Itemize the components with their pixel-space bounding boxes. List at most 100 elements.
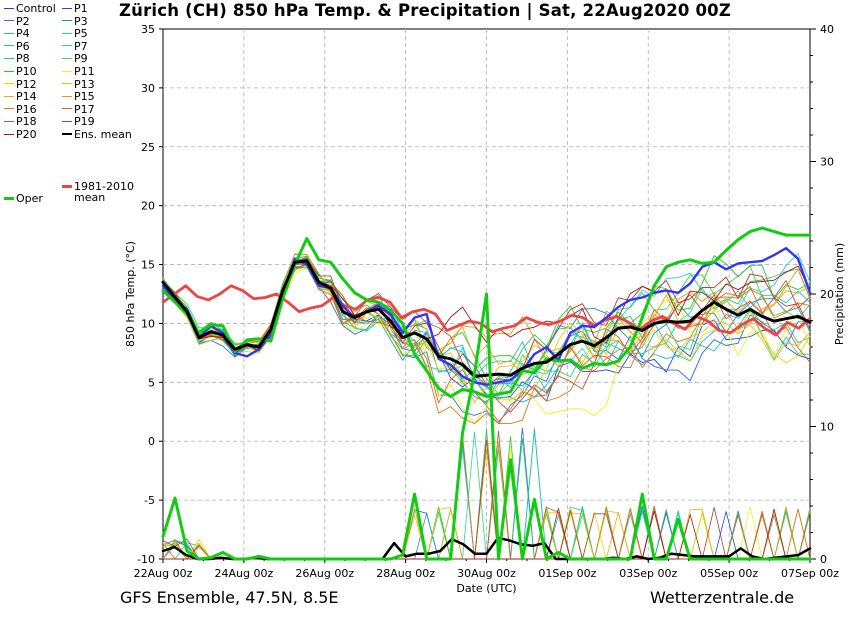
legend-label: P5 (74, 27, 88, 41)
y-right-axis-label: Precipitation (mm) (833, 243, 846, 345)
legend-swatch (4, 120, 14, 122)
legend-swatch (62, 57, 72, 59)
legend-swatch (4, 20, 14, 22)
oper-temp-line (161, 226, 812, 398)
legend-swatch (62, 7, 72, 9)
legend-swatch (4, 32, 14, 34)
x-tick-label: 30Aug 00z (457, 567, 516, 580)
y-tick-label: 10 (141, 317, 155, 330)
legend-item-p15: P15 (62, 91, 95, 103)
legend-swatch (62, 95, 72, 97)
legend-label: P9 (74, 52, 88, 66)
y-tick-label: 15 (141, 259, 155, 272)
legend-swatch (4, 45, 14, 47)
y-tick-label: -5 (144, 494, 155, 507)
legend-swatch (4, 196, 14, 200)
legend-swatch (4, 95, 14, 97)
legend-swatch (62, 45, 72, 47)
ens-mean-temp-line (161, 259, 812, 378)
x-tick-label: 01Sep 00z (538, 567, 596, 580)
legend-swatch (62, 108, 72, 110)
legend-swatch (4, 133, 14, 135)
x-tick-label: 24Aug 00z (215, 567, 274, 580)
legend-item-p16: P16 (4, 102, 37, 116)
legend-item-p3: P3 (62, 14, 88, 28)
y-tick-label: 30 (141, 82, 155, 95)
legend-swatch (4, 57, 14, 59)
legend-label: P11 (74, 65, 95, 78)
y-tick-label: 35 (141, 23, 155, 36)
x-tick-label: 26Aug 00z (295, 567, 354, 580)
chart-title: Zürich (CH) 850 hPa Temp. & Precipitatio… (118, 1, 732, 20)
x-tick-label: 03Sep 00z (619, 567, 677, 580)
legend-item-p5: P5 (62, 28, 88, 40)
legend-item-p20: P20 (4, 129, 37, 141)
legend-swatch (62, 120, 72, 122)
legend-label: P1 (74, 2, 88, 15)
legend-swatch (62, 184, 72, 188)
legend-swatch (4, 70, 14, 72)
legend-swatch (4, 108, 14, 110)
x-axis-label: Date (UTC) (456, 582, 516, 595)
legend-label: P2 (16, 14, 30, 28)
legend-swatch (62, 20, 72, 22)
legend-swatch (62, 32, 72, 34)
legend-label: P3 (74, 14, 88, 28)
y-tick-label: 5 (148, 376, 155, 389)
legend-swatch (62, 83, 72, 85)
legend-item-1981-2010: 1981-2010 mean (62, 181, 134, 203)
oper-precip-line (161, 292, 812, 561)
legend-item-ens-mean: Ens. mean (62, 129, 132, 141)
legend-label: P16 (16, 102, 37, 116)
legend-swatch (62, 133, 72, 135)
legend-item-p7: P7 (62, 39, 88, 53)
legend-item-p2: P2 (4, 14, 30, 28)
legend-item-p12: P12 (4, 77, 37, 91)
y-right-tick-label: 20 (820, 288, 834, 301)
legend-item-p19: P19 (62, 116, 95, 128)
legend-item-p4: P4 (4, 28, 30, 40)
legend-item-p8: P8 (4, 53, 30, 65)
legend-label: P4 (16, 27, 30, 41)
member-temp-line-p17 (162, 263, 811, 423)
legend-item-p6: P6 (4, 39, 30, 53)
legend-item-p11: P11 (62, 66, 95, 78)
x-tick-label: 28Aug 00z (376, 567, 435, 580)
legend-label: P19 (74, 115, 95, 129)
legend-item-p10: P10 (4, 66, 37, 78)
legend-item-p14: P14 (4, 91, 37, 103)
legend-label: P10 (16, 65, 37, 78)
legend-item-p18: P18 (4, 116, 37, 128)
legend-label: P15 (74, 90, 95, 104)
legend-label: 1981-2010 (74, 180, 134, 193)
legend-label: Ens. mean (74, 128, 132, 141)
legend-label: P8 (16, 52, 30, 66)
legend-label: P18 (16, 115, 37, 129)
legend-label: P17 (74, 102, 95, 116)
legend-label: P14 (16, 90, 37, 104)
legend-label: P12 (16, 77, 37, 91)
legend-label: Control (16, 2, 56, 15)
y-tick-label: -10 (137, 553, 155, 566)
source-caption: Wetterzentrale.de (650, 588, 795, 607)
legend-item-p13: P13 (62, 78, 95, 91)
legend-item-p1: P1 (62, 3, 88, 15)
legend-label: Oper (16, 192, 43, 205)
legend-label: P6 (16, 39, 30, 53)
control-temp-line (161, 246, 812, 386)
legend-item-p9: P9 (62, 53, 88, 65)
legend-label-second-line: mean (74, 191, 106, 204)
legend-swatch (4, 83, 14, 85)
legend-label: P7 (74, 39, 88, 53)
model-location-caption: GFS Ensemble, 47.5N, 8.5E (120, 588, 339, 607)
y-tick-label: 0 (148, 435, 155, 448)
y-right-tick-label: 40 (820, 23, 834, 36)
legend-swatch (4, 7, 14, 9)
climate-mean-line (161, 284, 812, 337)
x-tick-label: 22Aug 00z (134, 567, 193, 580)
legend-item-oper: Oper (4, 193, 43, 205)
x-tick-label: 07Sep 00z (781, 567, 839, 580)
y-tick-label: 25 (141, 141, 155, 154)
legend-swatch (62, 70, 72, 72)
